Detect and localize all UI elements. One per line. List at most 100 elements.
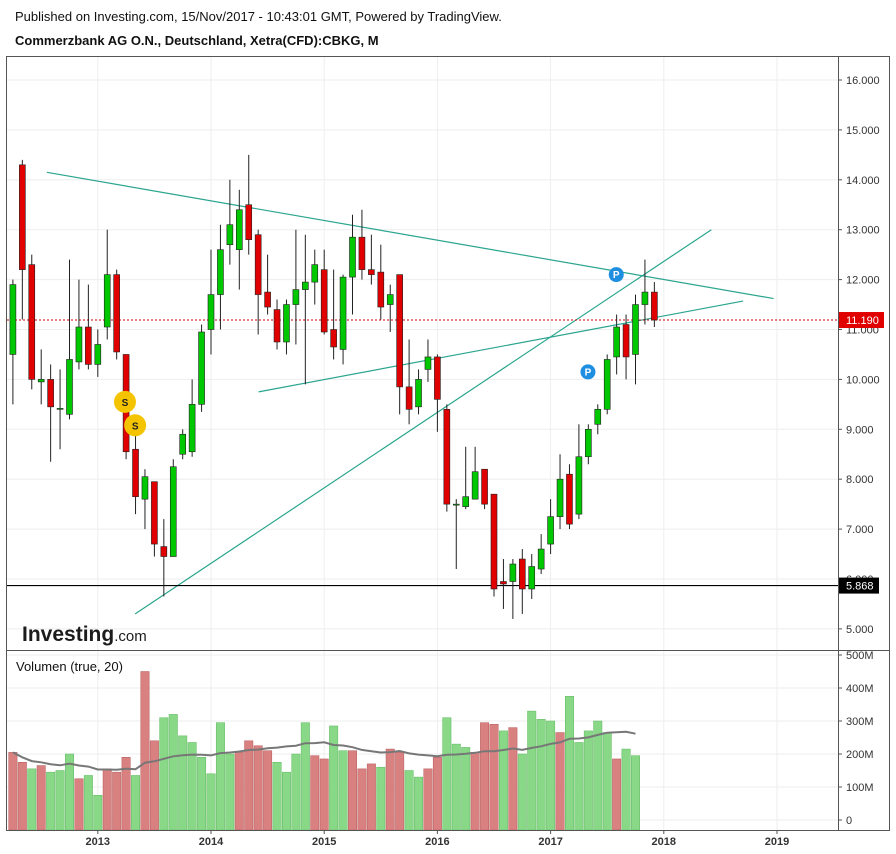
price-tick-label: 5.000 [846, 624, 874, 636]
volume-bar [140, 671, 150, 831]
volume-tick-label: 400M [846, 683, 874, 695]
published-caption: Published on Investing.com, 15/Nov/2017 … [15, 9, 502, 24]
last-price-tag-label: 11.190 [846, 315, 879, 327]
split-marker-label: S [132, 421, 139, 432]
time-axis: 2013 2014 2015 2016 2017 2018 2019 [86, 830, 789, 848]
volume-bar [93, 795, 103, 831]
chart-title: Commerzbank AG O.N., Deutschland, Xetra(… [15, 33, 379, 48]
candle-body [651, 291, 658, 321]
candle-body [585, 428, 592, 458]
time-tick-label: 2014 [199, 836, 224, 848]
volume-tick-label: 200M [846, 749, 874, 761]
candle-body [37, 379, 45, 383]
candle-body [434, 356, 441, 400]
candle-body [622, 324, 630, 358]
time-tick-label: 2016 [425, 836, 449, 848]
dividend-marker-label: P [613, 270, 620, 281]
candle-body [471, 471, 479, 500]
volume-bar [27, 768, 37, 831]
candle-body [396, 274, 403, 388]
volume-bar [282, 771, 291, 831]
price-tick-label: 8.000 [846, 474, 874, 486]
candle-body [141, 476, 149, 500]
split-marker [124, 414, 147, 437]
candle-body [415, 379, 422, 408]
candle-body [66, 359, 73, 415]
candle-body [537, 548, 545, 570]
price-tick-label: 9.000 [846, 424, 874, 436]
volume-bar [131, 775, 140, 831]
volume-bar [621, 748, 631, 831]
volume-panel-title: Volumen (true, 20) [16, 659, 123, 674]
trendline [46, 171, 774, 300]
volume-bar [55, 770, 65, 831]
candlestick-series [9, 154, 658, 619]
reference-lines [7, 319, 838, 587]
candle-body [75, 326, 83, 363]
last-price-tag [839, 312, 884, 329]
candle-body [28, 264, 36, 380]
candle-body [236, 209, 243, 250]
candle-body [320, 269, 328, 333]
volume-bar [8, 752, 18, 831]
candle-body [330, 329, 337, 348]
volume-bar [385, 748, 395, 831]
volume-tick-label: 500M [846, 650, 874, 662]
candle-body [169, 466, 177, 557]
candle-body [462, 496, 470, 507]
volume-bar [329, 725, 339, 831]
candle-body [113, 274, 120, 353]
candle-body [292, 289, 300, 305]
volume-bar [263, 750, 273, 831]
volume-bar [546, 720, 556, 831]
volume-bar [244, 740, 254, 831]
volume-bar [291, 753, 301, 831]
candle-body [368, 269, 375, 275]
volume-tick-label: 300M [846, 716, 874, 728]
candle-body [273, 309, 281, 343]
volume-bar [593, 720, 603, 831]
split-marker-label: S [122, 398, 129, 409]
time-tick-label: 2013 [86, 836, 110, 848]
candle-body [245, 204, 253, 240]
candle-body [358, 236, 366, 270]
candle-body [377, 271, 385, 308]
candle-body [500, 581, 507, 585]
dividend-marker-label: P [585, 367, 592, 378]
volume-moving-average [12, 730, 636, 771]
candle-body [160, 546, 168, 557]
volume-bar [631, 755, 640, 831]
candle-body [518, 558, 526, 590]
volume-bar [178, 735, 188, 831]
volume-axis: 500M 400M 300M 200M 100M 0 [838, 650, 874, 827]
candle-body [207, 294, 215, 330]
volume-bar [253, 745, 263, 831]
candle-body [217, 249, 224, 295]
candle-body [151, 481, 158, 545]
volume-bar [102, 768, 112, 831]
candle-body [179, 433, 186, 455]
candle-body [547, 516, 554, 545]
volume-bar [338, 750, 348, 831]
volume-bar [83, 775, 93, 831]
volume-bar [319, 758, 329, 831]
volume-bar [376, 766, 386, 831]
candle-body [198, 331, 205, 405]
candle-body [641, 291, 649, 305]
volume-bar [36, 765, 46, 831]
volume-bar [583, 730, 593, 831]
candle-body [264, 291, 271, 308]
volume-bar [565, 696, 574, 831]
trendlines [46, 171, 774, 615]
candle-body [603, 359, 611, 410]
candle-body [103, 274, 111, 328]
candle-body [613, 326, 620, 358]
volume-bar [357, 768, 367, 831]
volume-bar [517, 753, 527, 831]
event-markers: S S P P [113, 267, 624, 437]
candle-body [311, 264, 319, 283]
volume-bar [366, 763, 376, 831]
candle-body [226, 224, 234, 245]
volume-bar [451, 743, 461, 831]
